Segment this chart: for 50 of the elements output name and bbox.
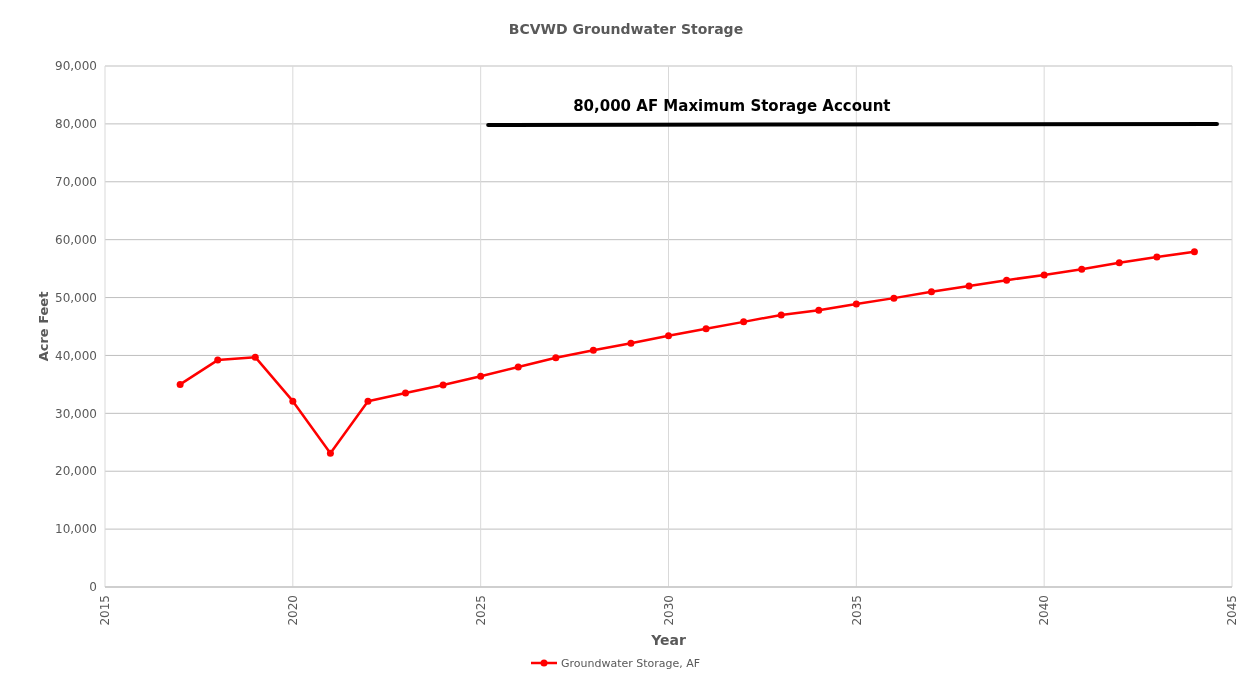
point bbox=[740, 318, 748, 326]
annotation: 80,000 AF Maximum Storage Account bbox=[573, 97, 891, 116]
legend-label: Groundwater Storage, AF bbox=[561, 656, 701, 670]
point bbox=[927, 288, 935, 296]
chart-title: BCVWD Groundwater Storage bbox=[508, 21, 744, 37]
point bbox=[176, 380, 184, 388]
point bbox=[552, 354, 560, 362]
y-tick-label: 40,000 bbox=[55, 348, 97, 363]
y-tick-label: 60,000 bbox=[55, 232, 97, 247]
point bbox=[326, 449, 334, 457]
x-tick-label: 2040 bbox=[1037, 595, 1052, 626]
point bbox=[665, 332, 672, 340]
x-tick-label: 2015 bbox=[98, 595, 113, 626]
point bbox=[1078, 265, 1086, 273]
point bbox=[1040, 271, 1048, 279]
point bbox=[1003, 276, 1011, 284]
point bbox=[402, 389, 410, 397]
point bbox=[514, 363, 522, 371]
x-tick-label: 2030 bbox=[661, 595, 676, 626]
x-tick-label: 2045 bbox=[1225, 595, 1240, 626]
x-tick-label: 2025 bbox=[473, 595, 488, 626]
y-tick-label: 0 bbox=[89, 580, 97, 595]
point bbox=[777, 311, 785, 319]
y-tick-label: 10,000 bbox=[55, 522, 97, 537]
x-tick-label: 2035 bbox=[849, 595, 864, 626]
point bbox=[289, 397, 297, 405]
y-tick-label: 80,000 bbox=[55, 117, 97, 132]
point bbox=[251, 353, 259, 361]
point bbox=[852, 300, 860, 308]
point bbox=[1153, 253, 1161, 261]
y-tick-label: 90,000 bbox=[55, 59, 97, 74]
point bbox=[589, 346, 597, 354]
point bbox=[364, 397, 372, 405]
y-tick-label: 30,000 bbox=[55, 406, 97, 421]
y-tick-label: 70,000 bbox=[55, 174, 97, 189]
point bbox=[439, 381, 447, 389]
x-axis-title: Year bbox=[650, 632, 686, 648]
point bbox=[1115, 259, 1123, 267]
point bbox=[1190, 248, 1198, 256]
point bbox=[477, 372, 485, 380]
point bbox=[702, 325, 710, 333]
y-tick-label: 20,000 bbox=[55, 464, 97, 479]
point bbox=[214, 356, 222, 364]
y-tick-label: 50,000 bbox=[55, 290, 97, 305]
point bbox=[627, 339, 635, 347]
y-axis-title: Acre Feet bbox=[36, 291, 51, 362]
point bbox=[965, 282, 973, 290]
point bbox=[815, 306, 823, 314]
x-tick-label: 2020 bbox=[286, 595, 301, 626]
point bbox=[890, 294, 898, 302]
